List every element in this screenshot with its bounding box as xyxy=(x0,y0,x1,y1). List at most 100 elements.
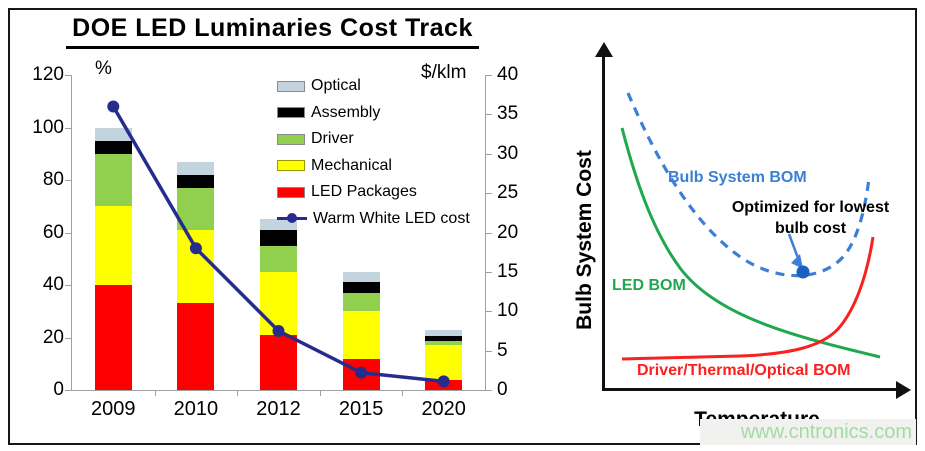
y-axis-arrow-icon xyxy=(594,42,613,57)
bar-segment-driver xyxy=(425,341,463,346)
x-axis-tick-mark xyxy=(154,390,156,396)
legend-item: Assembly xyxy=(277,100,470,127)
left-axis-tick-label: 20 xyxy=(42,326,64,348)
right-axis-tick-label: 40 xyxy=(497,64,519,85)
annotation-arrowhead-icon xyxy=(791,254,803,269)
bar-segment-assembly xyxy=(425,336,463,342)
watermark: www.cntronics.com xyxy=(700,419,916,445)
bar-segment-mechanical xyxy=(177,229,215,304)
x-axis-line xyxy=(71,390,486,391)
left-axis-tick-label: 40 xyxy=(42,274,64,295)
left-axis-tick-mark xyxy=(65,180,71,181)
legend-color-swatch xyxy=(277,133,305,145)
bar-segment-driver xyxy=(260,245,297,272)
right-axis-tick-label: 10 xyxy=(497,300,519,322)
right-axis-tick-mark xyxy=(486,193,492,195)
x-category-label: 2015 xyxy=(338,398,384,420)
left-chart-title: DOE LED Luminaries Cost Track xyxy=(60,14,485,49)
legend-item: Driver xyxy=(277,126,470,153)
legend-item-label: Driver xyxy=(311,130,354,148)
bar-segment-mechanical xyxy=(260,271,297,335)
led-bom-label: LED BOM xyxy=(612,277,686,294)
x-category-label: 2010 xyxy=(173,398,219,420)
bar-segment-mechanical xyxy=(94,206,132,285)
bar-segment-assembly xyxy=(260,229,297,246)
right-axis-tick-label: 20 xyxy=(497,221,519,243)
legend-item-label: LED Packages xyxy=(311,183,417,201)
legend-item: LED Packages xyxy=(277,179,470,206)
driver-bom-curve xyxy=(621,236,875,361)
legend-item-label: Warm White LED cost xyxy=(313,209,470,227)
bar-segment-driver xyxy=(94,153,132,207)
y-axis-line xyxy=(602,55,605,390)
x-axis-line xyxy=(602,388,898,391)
legend-item: Mechanical xyxy=(277,153,470,180)
bar-segment-assembly xyxy=(94,140,132,154)
legend: Optical Assembly Driver Mechanical LED Packa… xyxy=(277,73,470,232)
legend-color-swatch xyxy=(277,80,305,92)
led-bom-curve xyxy=(620,127,881,359)
right-axis-unit-label: $/klm xyxy=(421,62,467,83)
x-axis-arrow-icon xyxy=(896,380,911,399)
left-axis-tick-mark xyxy=(65,232,71,234)
bar-segment-led-packages xyxy=(177,303,215,390)
driver-bom-label: Driver/Thermal/Optical BOM xyxy=(637,362,851,379)
bar-segment-optical xyxy=(425,329,463,337)
bar-segment-mechanical xyxy=(342,311,380,359)
bulb-system-bom-label: Bulb System BOM xyxy=(668,169,807,186)
right-axis-tick-mark xyxy=(486,232,492,234)
bar-segment-led-packages xyxy=(94,285,132,390)
optimized-annotation-line1: Optimized for lowest xyxy=(731,199,890,216)
legend-color-swatch xyxy=(277,186,305,198)
legend-color-swatch xyxy=(277,107,305,119)
legend-item-label: Mechanical xyxy=(311,156,392,174)
left-axis-unit-label: % xyxy=(95,58,112,79)
bar-segment-assembly xyxy=(342,282,380,293)
optimized-annotation: Optimized for lowest bulb cost xyxy=(718,198,903,240)
left-axis-tick-mark xyxy=(65,337,71,339)
bulb-system-bom-curve xyxy=(626,92,871,278)
right-axis-tick-label: 35 xyxy=(497,103,519,125)
watermark-text: www.cntronics.com xyxy=(740,421,912,443)
right-axis-tick-mark xyxy=(486,311,492,313)
bulb-cost-vs-temperature-chart: Bulb System Cost Temperature Bulb System… xyxy=(540,20,920,445)
left-axis-tick-label: 80 xyxy=(42,169,64,190)
bar-segment-optical xyxy=(260,219,297,230)
bar-segment-optical xyxy=(342,271,380,283)
curves-svg xyxy=(620,92,881,361)
x-axis-tick-mark xyxy=(237,390,239,396)
x-axis-tick-mark xyxy=(319,390,321,396)
right-axis-tick-mark xyxy=(486,350,492,352)
bar-segment-optical xyxy=(177,161,215,175)
left-axis-tick-mark xyxy=(65,285,71,286)
right-axis-tick-label: 15 xyxy=(497,260,519,282)
right-axis-tick-label: 30 xyxy=(497,142,519,164)
right-axis-tick-label: 25 xyxy=(497,182,519,204)
right-axis-tick-label: 0 xyxy=(497,379,508,400)
cost-line-marker xyxy=(437,375,450,388)
legend-item-label: Assembly xyxy=(311,103,381,121)
left-axis-tick-label: 0 xyxy=(53,379,64,400)
optimized-annotation-line2: bulb cost xyxy=(774,219,847,237)
x-category-label: 2012 xyxy=(256,398,301,420)
right-y-axis-line xyxy=(485,75,486,391)
left-axis-tick-label: 100 xyxy=(32,116,64,138)
right-axis-tick-mark xyxy=(486,271,492,273)
right-axis-tick-mark xyxy=(486,153,492,155)
bar-segment-assembly xyxy=(177,174,215,188)
annotation-arrow-line xyxy=(787,233,800,259)
x-category-label: 2020 xyxy=(421,398,466,420)
left-y-axis-line xyxy=(71,75,72,391)
bar-segment-led-packages xyxy=(260,334,297,390)
left-axis-tick-mark xyxy=(65,390,71,391)
right-axis-tick-mark xyxy=(486,390,492,391)
legend-item: Optical xyxy=(277,73,470,100)
left-axis-tick-mark xyxy=(65,75,71,76)
legend-item-label: Optical xyxy=(311,77,361,95)
left-axis-tick-mark xyxy=(65,127,71,129)
right-axis-tick-mark xyxy=(486,75,492,76)
left-axis-tick-label: 120 xyxy=(32,64,64,85)
right-axis-tick-label: 5 xyxy=(497,339,508,361)
outer-border xyxy=(8,8,917,445)
